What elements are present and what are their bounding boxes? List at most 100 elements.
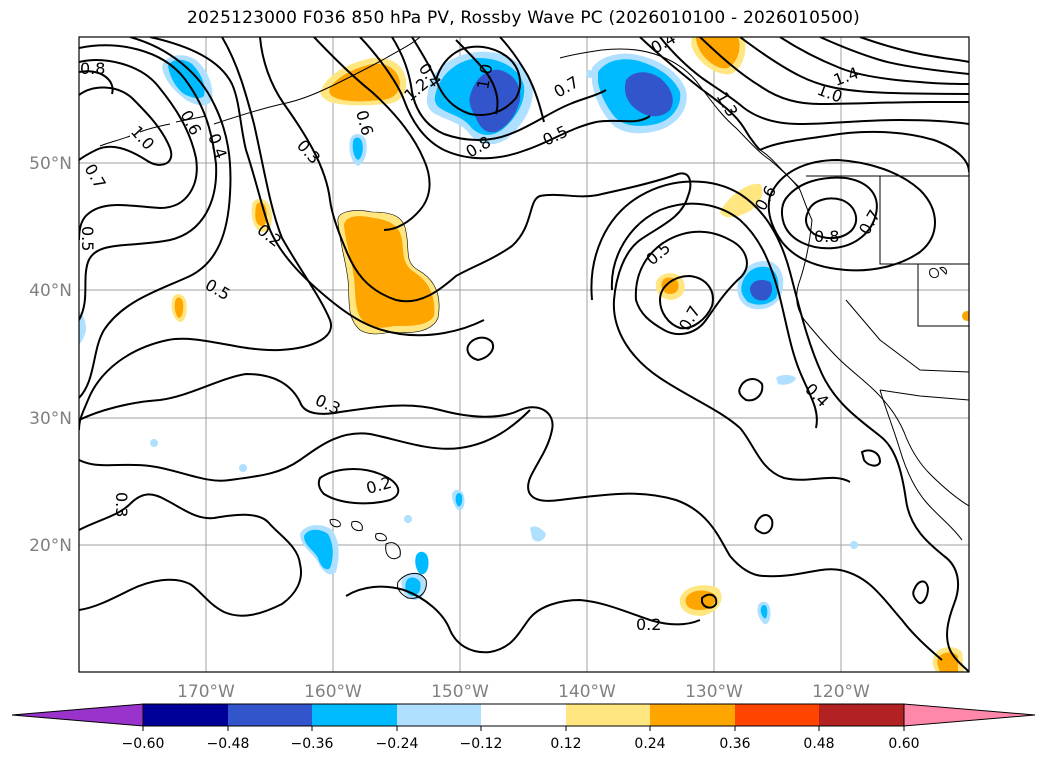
map-content: 0.8 1.0 0.6 0.4 0.7 0.5 0.3 0.2 0.6 0.4 … [78,37,969,672]
lon-label-150w: 150°W [431,682,489,702]
anomaly-positive-southeast-core [937,652,958,672]
coastline-aleutians [99,115,207,147]
lat-label-30n: 30°N [29,409,72,429]
colorbar-segment [312,704,397,726]
lon-label-120w: 120°W [812,682,870,702]
anomaly-negative-dot-1 [150,439,158,447]
coastline-baja [879,389,963,541]
lat-label-20n: 20°N [29,536,72,556]
contour-line [767,158,936,272]
contour-line [455,39,499,115]
contour-line [359,37,651,160]
colorbar-arrow-right [903,703,1036,727]
colorbar-segment [228,704,312,726]
colorbar-segment [650,704,735,726]
contour-label: 0.2 [636,615,661,634]
contour-line [738,378,764,402]
contour-label: 0.3 [112,492,131,517]
anomaly-negative-hawaii-1-core [304,529,333,570]
contour-line [466,336,494,362]
contour-line [754,514,774,535]
contour-line [860,449,882,467]
contour-line [634,230,748,336]
contour-label: 0.8 [80,59,105,78]
contour-line [639,37,761,151]
anomaly-positive-central-core [344,216,435,328]
contour-label: 1.0 [473,62,496,90]
colorbar-tick-label: 0.12 [550,736,581,752]
contour-line [317,468,400,505]
border-states-1 [879,176,969,265]
contour-line [701,593,718,609]
contour-line [819,37,969,75]
colorbar-tick-label: −0.48 [207,736,250,752]
colorbar-tick-label: 0.24 [634,736,665,752]
colorbar: −0.60 −0.48 −0.36 −0.24 −0.12 0.12 0.24 … [11,703,1036,752]
contour-line [912,580,930,604]
colorbar-tick-label: 0.48 [803,736,834,752]
colorbar-tick-label: −0.36 [291,736,334,752]
contour-line [79,37,333,431]
anomaly-negative-small-2-core [455,493,463,507]
contour-label: 0.8 [814,227,839,246]
colorbar-segment [397,704,481,726]
page-title: 2025123000 F036 850 hPa PV, Rossby Wave … [187,8,860,28]
lon-label-140w: 140°W [558,682,616,702]
contour-line [345,585,701,654]
colorbar-tick-label: −0.24 [376,736,419,752]
colorbar-segment [481,704,566,726]
contour-line [610,202,818,429]
border-mexico [879,389,969,401]
coastline-hawaii-2 [351,521,363,531]
map-frame [78,36,970,673]
colorbar-segment [819,704,904,726]
colorbar-tick-label: −0.12 [460,736,503,752]
lon-labels: 170°W 160°W 150°W 140°W 130°W 120°W [177,682,870,702]
anomaly-negative-dot-3 [404,515,412,523]
coastline-islands-east [929,267,947,279]
map-background [79,37,969,672]
contour-label: 0.5 [78,226,97,251]
colorbar-tick-label: −0.60 [122,736,165,752]
coastline-us-west [796,219,969,507]
contour-line [79,44,218,321]
border-states-2 [917,264,969,327]
lon-label-170w: 170°W [177,682,235,702]
coastlines [99,37,969,599]
contour-line [658,274,714,330]
contour-line [79,493,302,617]
contour-line [259,37,851,483]
contour-line [411,37,522,116]
contour-line [805,197,858,240]
anomaly-negative-dot-5 [586,70,594,78]
contour-line [79,37,232,399]
contour-line [779,37,969,85]
colorbar-frame [142,703,905,727]
coastline-alaska-peninsula [213,37,421,125]
anomaly-negative-north-1-core [469,69,521,133]
colorbar-tick-label: 0.60 [888,736,919,752]
anomaly-negative-small-1-core [352,137,363,160]
anomaly-negative-small-5 [530,526,546,542]
contour-line [780,176,878,250]
anomaly-negative-small-3-core [760,605,768,619]
contour-line [859,37,969,63]
contour-line [759,130,969,173]
contour-line [590,180,969,672]
colorbar-segment [735,704,819,726]
colorbar-arrow-left [11,703,144,727]
colorbar-ticks [142,726,905,731]
colorbar-segment [566,704,650,726]
colorbar-tick-label: 0.36 [719,736,750,752]
lon-label-130w: 130°W [685,682,743,702]
lat-labels: 50°N 40°N 30°N 20°N [29,154,72,556]
lat-label-40n: 40°N [29,281,72,301]
anomaly-negative-small-4 [776,375,796,385]
coastline-hawaii-3 [375,533,387,542]
gridlines [79,37,969,672]
contour-line [659,37,969,126]
anomaly-negative-edge [79,312,86,344]
anomaly-positive-offshore-core [661,277,679,294]
anomaly-positive-edge [962,311,969,321]
